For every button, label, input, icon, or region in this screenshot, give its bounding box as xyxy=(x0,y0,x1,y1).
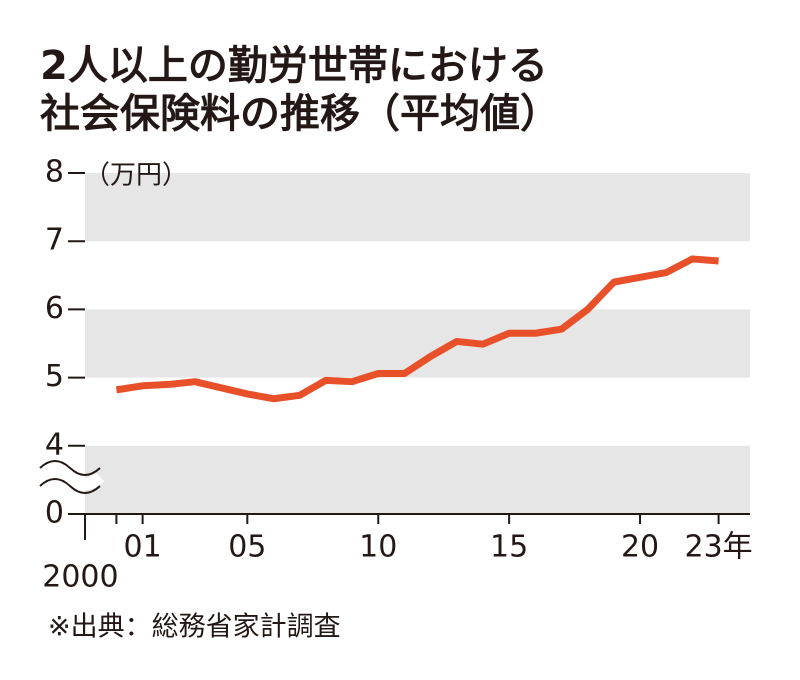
x-tick-label: 23年 xyxy=(684,530,752,565)
y-tick-label: 6 xyxy=(45,291,64,326)
source: ※出典：総務省家計調査 xyxy=(48,612,341,643)
y-tick-label: 5 xyxy=(45,359,64,394)
y-tick-label: 4 xyxy=(45,427,64,462)
bands xyxy=(85,173,750,514)
y-tick-label: 0 xyxy=(45,496,64,531)
chart-title: 社会保険料の推移（平均値） xyxy=(40,91,560,137)
x-tick-label: 15 xyxy=(490,530,528,565)
y-unit: （万円） xyxy=(84,161,188,191)
chart-title: 2人以上の勤労世帯における xyxy=(40,43,548,89)
y-tick-label: 7 xyxy=(45,223,64,258)
band xyxy=(85,173,750,242)
x-tick-label: 01 xyxy=(124,530,162,565)
line xyxy=(115,255,719,403)
x-tick-label: 10 xyxy=(359,530,397,565)
axis-break-gap xyxy=(35,464,105,490)
y-tick-label: 8 xyxy=(45,155,64,190)
x-tick-label: 20 xyxy=(621,530,659,565)
x-tick-label: 05 xyxy=(228,530,266,565)
band xyxy=(85,445,750,514)
x-tick-label: 2000 xyxy=(42,560,118,595)
axis-break xyxy=(39,460,101,494)
